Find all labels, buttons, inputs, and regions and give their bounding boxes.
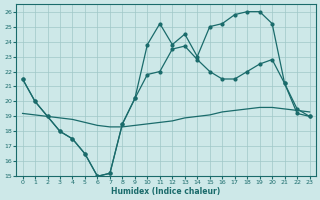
X-axis label: Humidex (Indice chaleur): Humidex (Indice chaleur) (111, 187, 221, 196)
